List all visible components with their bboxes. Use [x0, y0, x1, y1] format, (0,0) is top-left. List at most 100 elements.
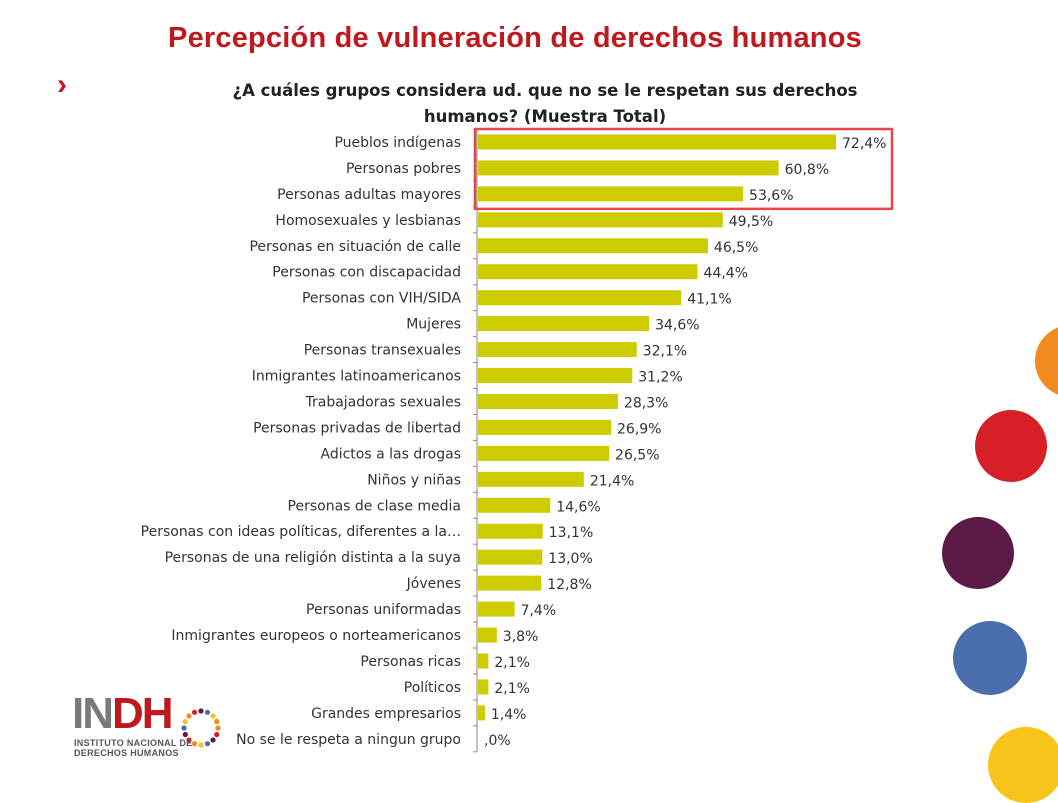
logo-dot	[181, 725, 187, 731]
bar-politicos	[478, 679, 489, 695]
logo-dot	[182, 731, 188, 738]
value-label-personas-uniformadas: 7,4%	[521, 603, 557, 619]
bar-personas-con-vih-sida	[478, 290, 682, 306]
logo-dot	[186, 737, 192, 743]
bar-trabajadoras-sexuales	[478, 393, 618, 409]
value-label-politicos: 2,1%	[494, 681, 530, 697]
logo-wordmark-red: DH	[112, 689, 174, 738]
value-label-trabajadoras-sexuales: 28,3%	[624, 395, 668, 411]
value-label-personas-de-una-religion-distinta-a-la-suya: 13,0%	[548, 551, 592, 567]
bar-inmigrantes-latinoamericanos	[478, 368, 633, 384]
bar-personas-privadas-de-libertad	[478, 419, 612, 435]
category-label-inmigrantes-europeos-o-norteamericanos: Inmigrantes europeos o norteamericanos	[171, 628, 461, 644]
highlight-box	[473, 127, 894, 211]
category-label-personas-de-clase-media: Personas de clase media	[288, 498, 461, 514]
value-label-personas-privadas-de-libertad: 26,9%	[617, 421, 661, 437]
value-label-personas-en-situacion-de-calle: 46,5%	[714, 240, 758, 256]
category-label-personas-con-vih-sida: Personas con VIH/SIDA	[302, 291, 461, 307]
bar-personas-ricas	[478, 653, 489, 669]
bar-ninos-y-ninas	[478, 471, 584, 487]
category-label-no-se-le-respeta-a-ningun-grupo: No se le respeta a ningun grupo	[236, 732, 461, 748]
bar-personas-con-ideas-politicas-diferentes-a-la	[478, 523, 543, 539]
decor-circle-red	[975, 410, 1047, 482]
value-label-inmigrantes-latinoamericanos: 31,2%	[638, 370, 682, 386]
category-label-personas-uniformadas: Personas uniformadas	[306, 602, 461, 618]
logo-dot	[198, 742, 204, 748]
chart-title-line-1: ¿A cuáles grupos considera ud. que no se…	[232, 81, 858, 100]
bar-homosexuales-y-lesbianas	[478, 212, 723, 228]
category-label-mujeres: Mujeres	[406, 317, 461, 333]
decor-circle-orange	[1035, 325, 1058, 397]
bar-personas-pobres	[478, 160, 779, 176]
value-label-personas-pobres: 60,8%	[785, 162, 829, 178]
value-label-personas-de-clase-media: 14,6%	[556, 499, 600, 515]
logo-line-1: INSTITUTO NACIONAL DE	[74, 738, 193, 748]
bar-inmigrantes-europeos-o-norteamericanos	[478, 627, 497, 643]
bar-personas-con-discapacidad	[478, 264, 698, 280]
category-label-personas-ricas: Personas ricas	[360, 654, 461, 670]
page-title: Percepción de vulneración de derechos hu…	[168, 22, 862, 54]
category-label-personas-con-ideas-politicas-diferentes-a-la: Personas con ideas políticas, diferentes…	[141, 524, 461, 540]
category-label-personas-adultas-mayores: Personas adultas mayores	[277, 187, 461, 203]
chevron-right-icon: ›	[57, 68, 67, 101]
chart-title-line-2: humanos? (Muestra Total)	[423, 107, 667, 126]
logo-dot	[204, 741, 211, 747]
category-label-personas-con-discapacidad: Personas con discapacidad	[272, 265, 461, 281]
logo-dot	[215, 725, 221, 731]
value-label-jovenes: 12,8%	[547, 577, 591, 593]
bar-personas-en-situacion-de-calle	[478, 238, 708, 254]
category-label-inmigrantes-latinoamericanos: Inmigrantes latinoamericanos	[252, 369, 461, 385]
logo-dots-ring-icon	[181, 708, 221, 748]
logo-wordmark-gray: IN	[72, 689, 114, 738]
category-label-personas-privadas-de-libertad: Personas privadas de libertad	[253, 420, 461, 436]
logo-dot	[214, 731, 220, 738]
category-label-pueblos-indigenas: Pueblos indígenas	[334, 135, 461, 151]
category-label-grandes-empresarios: Grandes empresarios	[311, 706, 461, 722]
bar-personas-transexuales	[478, 342, 637, 358]
logo-dot	[210, 713, 216, 719]
value-label-adictos-a-las-drogas: 26,5%	[615, 447, 659, 463]
category-label-politicos: Políticos	[404, 680, 461, 696]
category-label-adictos-a-las-drogas: Adictos a las drogas	[320, 446, 461, 462]
value-label-mujeres: 34,6%	[655, 318, 699, 334]
category-label-ninos-y-ninas: Niños y niñas	[367, 472, 461, 488]
bar-personas-de-clase-media	[478, 497, 551, 513]
bar-grandes-empresarios	[478, 705, 485, 721]
value-label-personas-con-vih-sida: 41,1%	[687, 292, 731, 308]
decor-circle-purple	[942, 517, 1014, 589]
value-label-inmigrantes-europeos-o-norteamericanos: 3,8%	[503, 629, 539, 645]
bar-adictos-a-las-drogas	[478, 445, 610, 461]
logo-dot	[191, 709, 198, 715]
decor-circle-blue	[953, 621, 1027, 695]
value-label-homosexuales-y-lesbianas: 49,5%	[729, 214, 773, 230]
value-label-personas-transexuales: 32,1%	[643, 344, 687, 360]
bar-jovenes	[478, 575, 542, 591]
bar-personas-uniformadas	[478, 601, 515, 617]
category-label-jovenes: Jóvenes	[406, 576, 461, 592]
logo-dot	[182, 718, 188, 725]
decor-circle-yellow	[988, 727, 1058, 803]
value-label-personas-adultas-mayores: 53,6%	[749, 188, 793, 204]
logo-line-2: DERECHOS HUMANOS	[74, 748, 179, 758]
category-label-personas-pobres: Personas pobres	[346, 161, 461, 177]
category-label-personas-transexuales: Personas transexuales	[304, 343, 461, 359]
value-label-personas-ricas: 2,1%	[494, 655, 530, 671]
logo-dot	[214, 718, 220, 725]
chart-title: ¿A cuáles grupos considera ud. que no se…	[200, 78, 890, 130]
bar-personas-adultas-mayores	[478, 186, 744, 202]
category-label-homosexuales-y-lesbianas: Homosexuales y lesbianas	[275, 213, 461, 229]
logo-dot	[198, 708, 204, 714]
value-label-ninos-y-ninas: 21,4%	[590, 473, 634, 489]
category-label-trabajadoras-sexuales: Trabajadoras sexuales	[305, 394, 462, 410]
logo-dot	[204, 709, 211, 715]
category-label-personas-de-una-religion-distinta-a-la-suya: Personas de una religión distinta a la s…	[165, 550, 461, 566]
value-label-personas-con-discapacidad: 44,4%	[704, 266, 748, 282]
value-label-pueblos-indigenas: 72,4%	[842, 136, 886, 152]
category-label-personas-en-situacion-de-calle: Personas en situación de calle	[249, 239, 461, 255]
indh-logo: INDH INSTITUTO NACIONAL DE DERECHOS HUMA…	[72, 692, 232, 762]
bar-pueblos-indigenas	[478, 134, 836, 150]
bar-personas-de-una-religion-distinta-a-la-suya	[478, 549, 543, 565]
value-label-grandes-empresarios: 1,4%	[491, 707, 527, 723]
value-label-personas-con-ideas-politicas-diferentes-a-la: 13,1%	[549, 525, 593, 541]
